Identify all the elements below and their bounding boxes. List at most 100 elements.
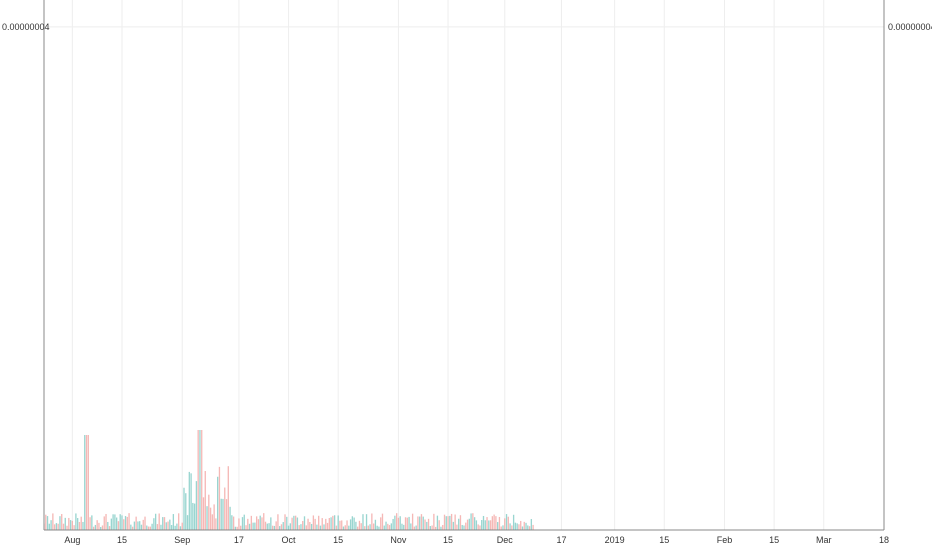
volume-bar bbox=[493, 514, 495, 530]
volume-bar bbox=[94, 524, 97, 530]
volume-bar bbox=[46, 516, 49, 530]
volume-bar bbox=[481, 520, 483, 530]
volume-bar bbox=[355, 521, 357, 530]
volume-bar bbox=[332, 515, 334, 530]
volume-bar bbox=[468, 518, 470, 530]
volume-bar bbox=[126, 516, 128, 530]
volume-bar bbox=[456, 524, 458, 530]
volume-bar bbox=[463, 525, 465, 530]
volume-bar bbox=[266, 523, 268, 530]
volume-bar bbox=[296, 517, 299, 530]
volume-bar bbox=[165, 522, 167, 530]
volume-bar bbox=[532, 524, 534, 530]
volume-bar bbox=[475, 520, 478, 530]
volume-bar bbox=[346, 520, 348, 530]
volume-bar bbox=[303, 516, 306, 530]
x-tick: 15 bbox=[443, 535, 453, 545]
volume-bar bbox=[403, 524, 405, 530]
volume-bar bbox=[325, 518, 327, 530]
volume-bar bbox=[232, 516, 235, 530]
x-tick: Dec bbox=[497, 535, 514, 545]
volume-bar bbox=[52, 513, 54, 530]
volume-bar bbox=[247, 518, 249, 530]
volume-bar bbox=[139, 521, 141, 530]
volume-bar bbox=[254, 522, 256, 530]
volume-bar bbox=[330, 517, 332, 530]
volume-bar bbox=[259, 515, 261, 530]
volume-bar bbox=[337, 515, 339, 530]
volume-bar bbox=[512, 514, 515, 530]
volume-bar bbox=[344, 525, 346, 530]
volume-bar bbox=[395, 513, 398, 530]
volume-bar bbox=[369, 524, 371, 530]
volume-bar bbox=[365, 514, 368, 530]
volume-bar bbox=[353, 517, 355, 530]
volume-bar bbox=[408, 516, 410, 530]
x-tick: 18 bbox=[879, 535, 889, 545]
volume-bar bbox=[190, 473, 192, 530]
volume-bar bbox=[321, 518, 323, 530]
volume-bar bbox=[458, 518, 460, 530]
volume-bars bbox=[43, 430, 534, 530]
volume-bar bbox=[429, 526, 431, 530]
volume-bar bbox=[62, 523, 65, 530]
volume-bar bbox=[84, 435, 86, 530]
volume-bar bbox=[431, 525, 433, 530]
volume-bar bbox=[291, 517, 293, 530]
volume-bar bbox=[459, 515, 462, 530]
volume-bar bbox=[264, 521, 267, 530]
volume-bar bbox=[261, 517, 263, 530]
volume-bar bbox=[222, 498, 224, 530]
volume-bar bbox=[78, 521, 81, 530]
volume-bar bbox=[151, 523, 153, 530]
volume-bar bbox=[484, 520, 486, 530]
volume-bar bbox=[224, 487, 226, 530]
volume-bar bbox=[452, 521, 455, 530]
volume-bar bbox=[521, 526, 524, 530]
volume-bar bbox=[169, 519, 171, 530]
volume-bar bbox=[449, 515, 451, 530]
x-tick: Nov bbox=[390, 535, 407, 545]
volume-bar bbox=[289, 523, 291, 530]
volume-bar bbox=[268, 523, 270, 530]
volume-bar bbox=[357, 526, 359, 530]
volume-bar bbox=[371, 513, 373, 530]
volume-bar bbox=[466, 519, 469, 530]
volume-bar bbox=[277, 514, 279, 530]
x-tick: 17 bbox=[234, 535, 244, 545]
volume-bar bbox=[68, 517, 70, 530]
volume-bar bbox=[71, 520, 74, 530]
volume-bar bbox=[518, 524, 520, 530]
volume-bar bbox=[273, 525, 276, 530]
left-axis-bg bbox=[0, 0, 44, 530]
volume-bar bbox=[128, 513, 130, 530]
volume-bar bbox=[243, 514, 245, 530]
volume-bar bbox=[507, 516, 509, 530]
volume-bar bbox=[64, 517, 66, 530]
volume-bar bbox=[186, 515, 189, 530]
volume-bar bbox=[57, 523, 59, 530]
volume-bar bbox=[477, 524, 479, 530]
volume-bar bbox=[497, 522, 499, 530]
volume-bar bbox=[319, 525, 322, 530]
volume-bar bbox=[440, 526, 442, 530]
x-tick: Oct bbox=[282, 535, 297, 545]
volume-bar bbox=[417, 516, 419, 530]
volume-bar bbox=[101, 525, 104, 530]
volume-bar bbox=[183, 487, 185, 530]
x-tick: 17 bbox=[556, 535, 566, 545]
volume-bar bbox=[502, 525, 504, 530]
volume-bar bbox=[504, 518, 506, 530]
volume-bar bbox=[85, 435, 88, 530]
volume-bar bbox=[381, 513, 384, 530]
volume-bar bbox=[179, 526, 182, 530]
volume-bar bbox=[387, 523, 389, 530]
volume-bar bbox=[424, 519, 426, 530]
volume-bar bbox=[328, 518, 330, 530]
volume-bar bbox=[61, 514, 63, 530]
volume-bar bbox=[378, 526, 380, 530]
volume-bar bbox=[316, 524, 318, 530]
